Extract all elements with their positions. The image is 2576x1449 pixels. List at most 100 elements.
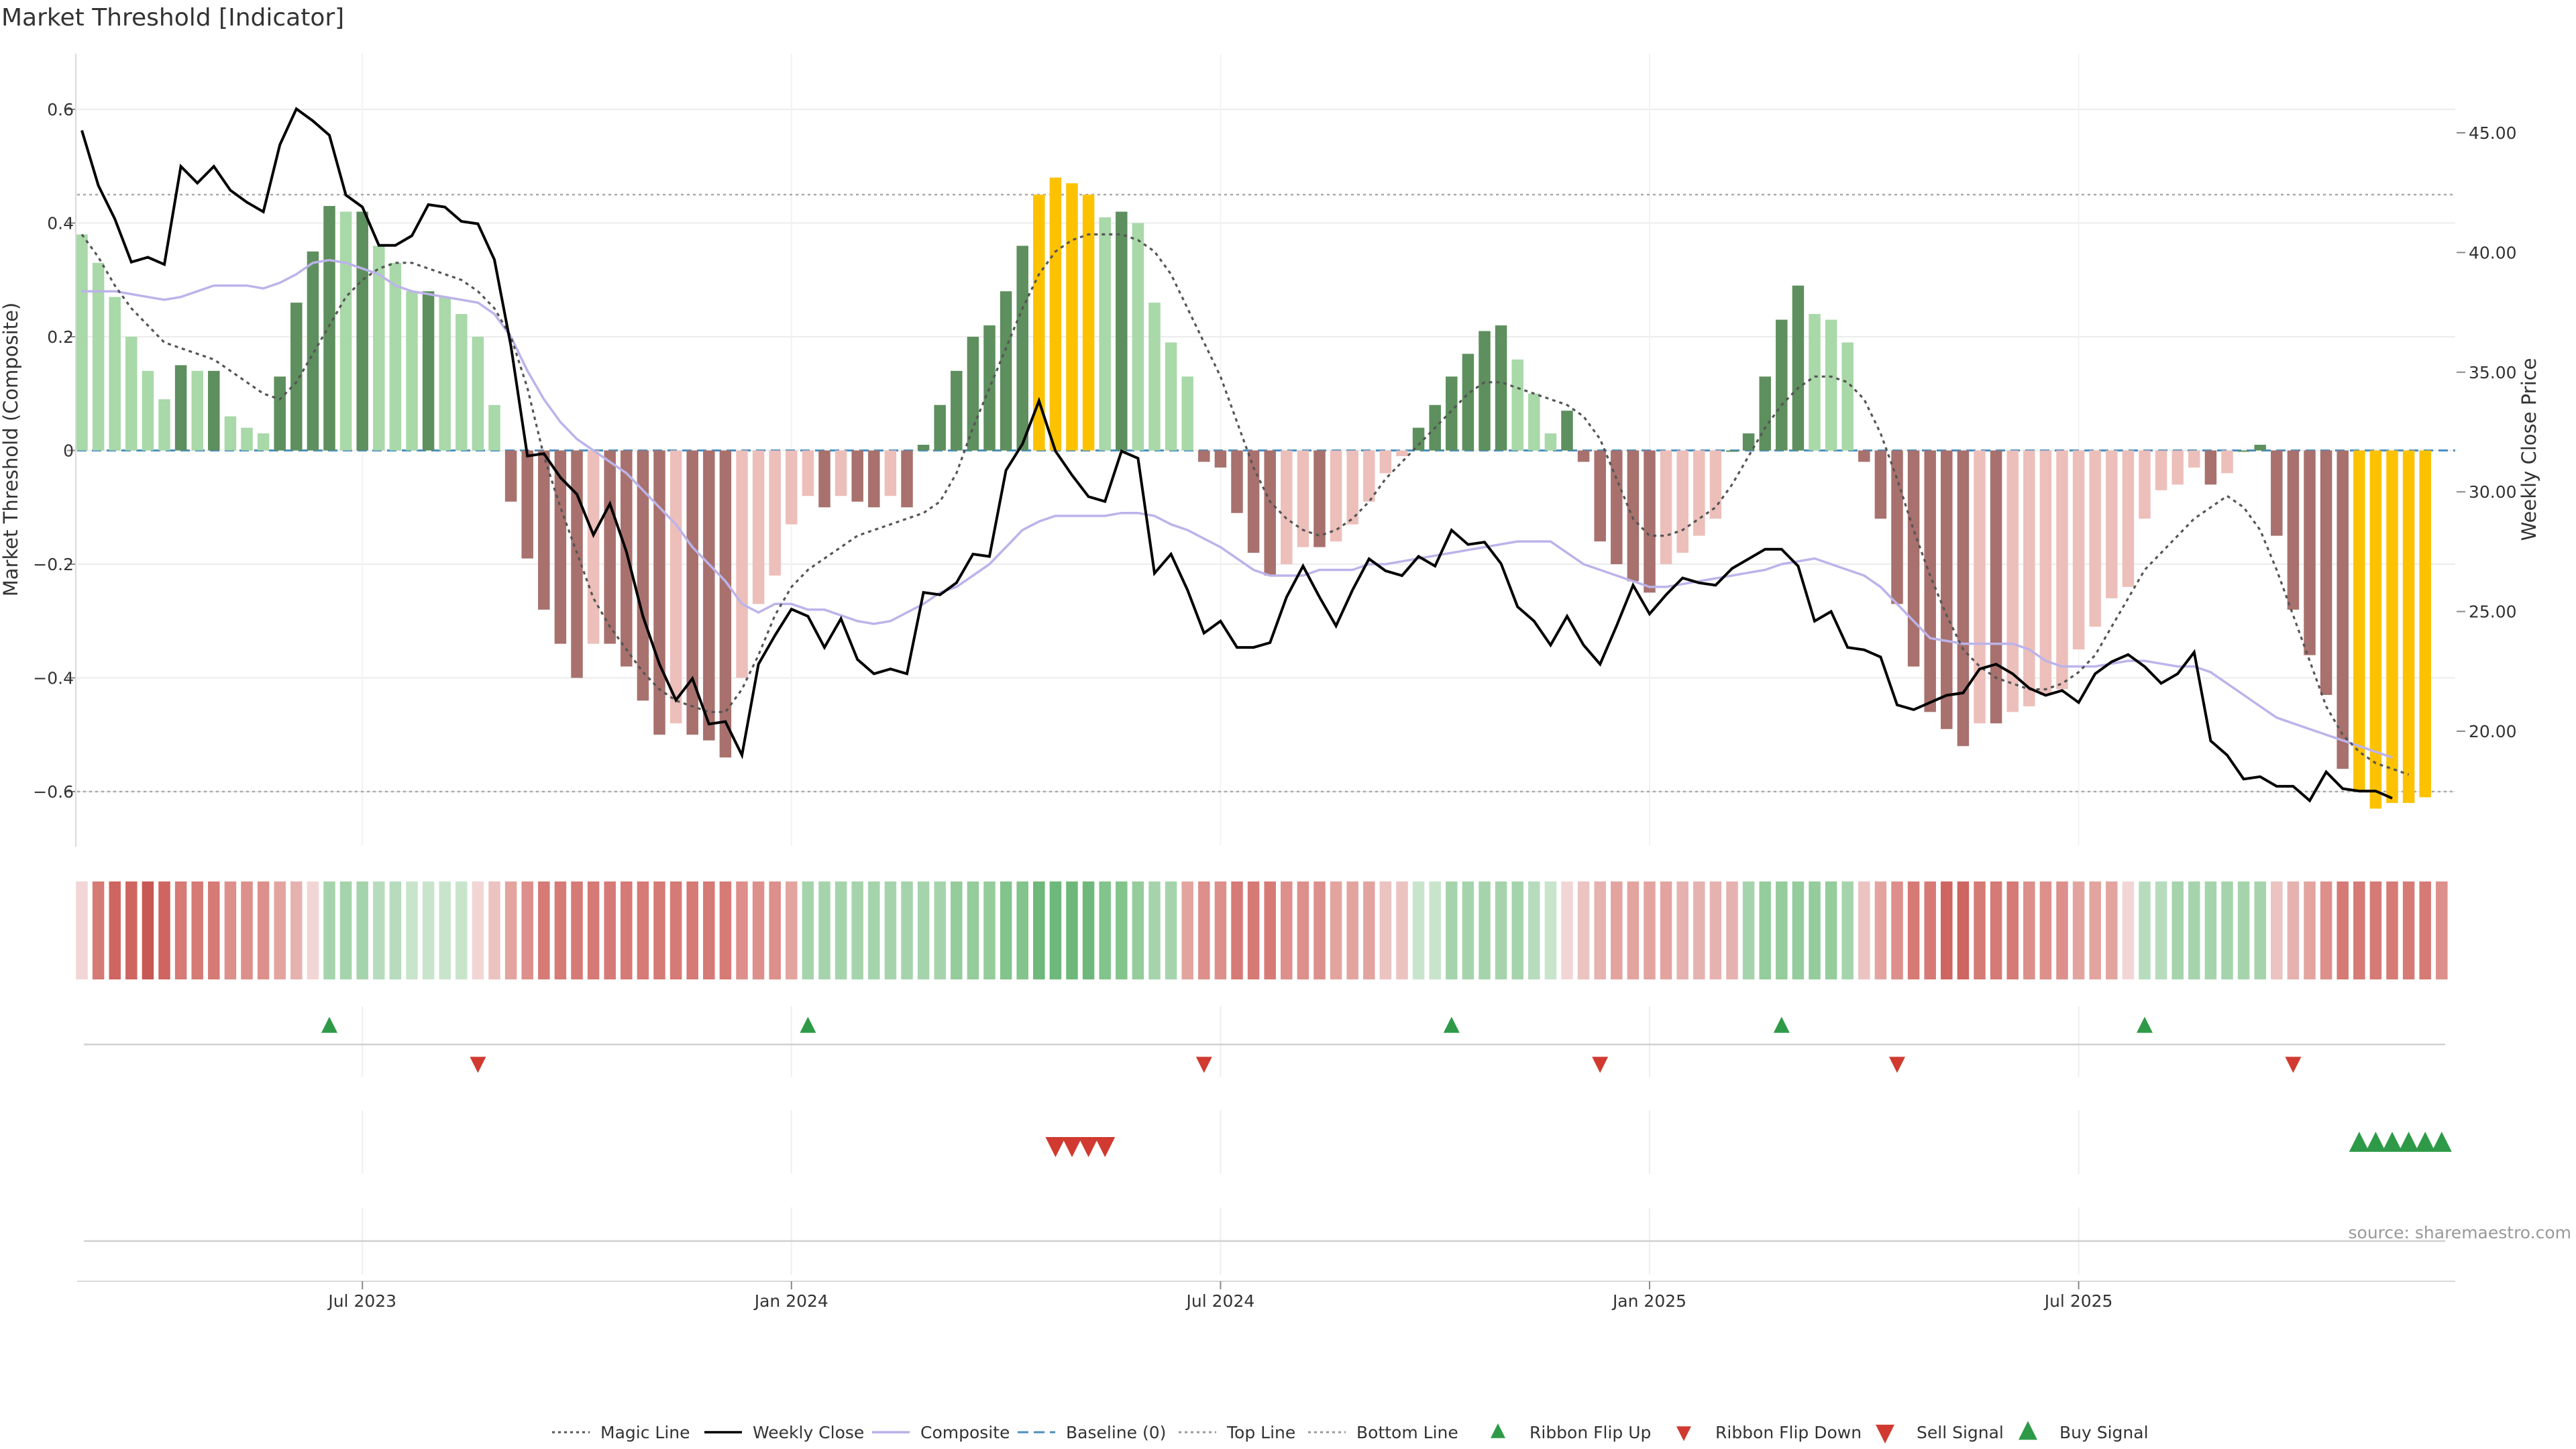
buy-signal-marker	[2431, 1132, 2452, 1152]
composite-bar	[1660, 450, 1672, 564]
composite-bar	[504, 450, 517, 502]
chart-title: Market Threshold [Indicator]	[1, 4, 344, 32]
composite-bar	[1346, 450, 1358, 525]
composite-bar	[2155, 450, 2167, 490]
composite-bar	[1627, 450, 1640, 582]
composite-bar	[472, 337, 484, 451]
composite-bar	[1082, 195, 1095, 451]
ribbon-cell	[2171, 881, 2184, 979]
ribbon-cell	[1841, 881, 1854, 979]
composite-bar	[191, 370, 203, 451]
composite-bar	[1049, 177, 1062, 451]
composite-bar	[455, 314, 468, 451]
ribbon-cell	[472, 881, 484, 979]
ribbon-flip-down-marker	[1889, 1057, 1905, 1073]
composite-bar	[917, 445, 930, 451]
left-axis-label: Market Threshold (Composite)	[0, 303, 22, 596]
legend-label: Composite	[920, 1423, 1010, 1442]
ribbon-cell	[1511, 881, 1523, 979]
ribbon-cell	[983, 881, 996, 979]
x-tick-label: Jul 2024	[1185, 1291, 1255, 1311]
ribbon-cell	[917, 881, 930, 979]
composite-bar	[1726, 450, 1738, 452]
ribbon-cell	[769, 881, 781, 979]
composite-bar	[1825, 319, 1837, 451]
composite-bar	[76, 234, 88, 451]
ribbon-cell	[1165, 881, 1177, 979]
ribbon-cell	[323, 881, 335, 979]
ribbon-cell	[1676, 881, 1688, 979]
ribbon-cell	[455, 881, 468, 979]
composite-bar	[802, 450, 814, 496]
ribbon-cell	[257, 881, 270, 979]
right-tick-label: 25.00	[2469, 602, 2517, 622]
composite-bar	[2419, 450, 2431, 798]
buy-signal-marker	[2365, 1132, 2386, 1152]
ribbon-cell	[1528, 881, 1540, 979]
composite-bar	[818, 450, 830, 508]
ribbon-cell	[1479, 881, 1491, 979]
ribbon-cell	[802, 881, 814, 979]
ribbon-cell	[2188, 881, 2200, 979]
ribbon-cell	[2337, 881, 2349, 979]
ribbon-cell	[2254, 881, 2266, 979]
legend-item: Composite	[872, 1423, 1010, 1442]
composite-bar	[621, 450, 633, 667]
ribbon-cell	[422, 881, 435, 979]
ribbon-cell	[719, 881, 732, 979]
ribbon-cell	[1082, 881, 1095, 979]
ribbon-cell	[1231, 881, 1243, 979]
composite-bar	[1841, 342, 1854, 451]
ribbon-cell	[1776, 881, 1788, 979]
composite-bar	[686, 450, 698, 735]
ribbon-cell	[1858, 881, 1870, 979]
ribbon-cell	[1066, 881, 1078, 979]
ribbon-cell	[571, 881, 583, 979]
x-tick-label: Jan 2024	[753, 1291, 828, 1311]
composite-bar	[967, 337, 979, 451]
left-tick-label: 0	[63, 441, 74, 461]
right-tick-label: 30.00	[2469, 482, 2517, 502]
ribbon-cell	[1330, 881, 1342, 979]
composite-bar	[1297, 450, 1309, 547]
ribbon-cell	[1544, 881, 1557, 979]
ribbon-cell	[2122, 881, 2135, 979]
ribbon-cell	[1198, 881, 1210, 979]
composite-bar	[2039, 450, 2052, 695]
ribbon-cell	[2155, 881, 2167, 979]
ribbon-cell	[1792, 881, 1805, 979]
composite-bar	[241, 427, 253, 451]
composite-bar	[1676, 450, 1688, 553]
composite-bar	[1330, 450, 1342, 542]
ribbon-cell	[2419, 881, 2431, 979]
ribbon-cell	[274, 881, 286, 979]
composite-bar	[1148, 303, 1161, 451]
composite-bar	[1858, 450, 1870, 462]
ribbon-flip-down-marker	[1592, 1057, 1609, 1073]
composite-bar	[208, 370, 220, 451]
composite-bar	[2254, 445, 2266, 451]
ribbon-cell	[1611, 881, 1623, 979]
ribbon-cell	[1709, 881, 1722, 979]
left-tick-label: −0.2	[33, 555, 74, 574]
composite-bar	[1165, 342, 1177, 451]
ribbon-cell	[1874, 881, 1887, 979]
ribbon-cell	[2237, 881, 2250, 979]
composite-bar	[257, 433, 270, 451]
ribbon-cell	[1181, 881, 1193, 979]
x-tick-label: Jul 2025	[2043, 1291, 2113, 1311]
ribbon-cell	[554, 881, 567, 979]
ribbon-cell	[1412, 881, 1425, 979]
composite-bar	[1941, 450, 1953, 729]
composite-bar	[323, 206, 335, 451]
legend-item: Bottom Line	[1308, 1423, 1458, 1442]
composite-bar	[224, 416, 237, 451]
ribbon-cell	[951, 881, 963, 979]
ribbon-cell	[1281, 881, 1293, 979]
ribbon-cell	[1363, 881, 1375, 979]
composite-bar	[2304, 450, 2316, 655]
buy-signal-marker	[2349, 1132, 2369, 1152]
composite-line	[82, 258, 2393, 759]
composite-bar	[1511, 359, 1523, 451]
composite-bar	[373, 246, 385, 451]
